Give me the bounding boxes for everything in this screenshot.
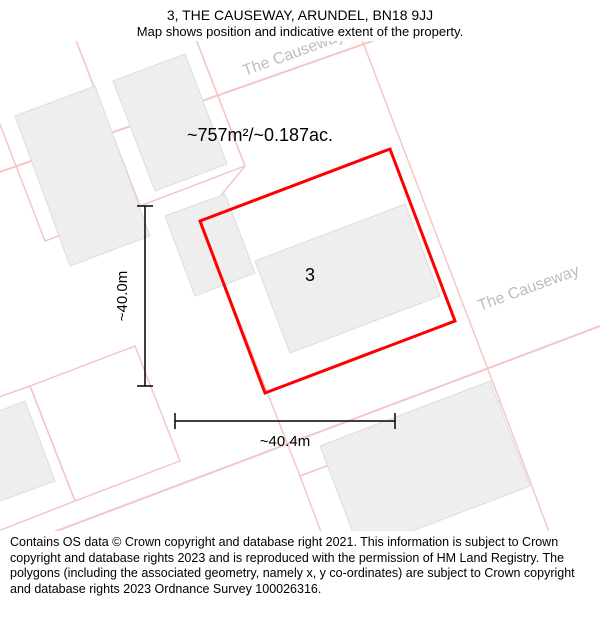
page-title: 3, THE CAUSEWAY, ARUNDEL, BN18 9JJ bbox=[0, 6, 600, 24]
footer-attribution: Contains OS data © Crown copyright and d… bbox=[0, 531, 600, 604]
header: 3, THE CAUSEWAY, ARUNDEL, BN18 9JJ Map s… bbox=[0, 0, 600, 41]
map-area: 3~757m²/~0.187ac.~40.0m~40.4mThe Causewa… bbox=[0, 41, 600, 531]
area-label: ~757m²/~0.187ac. bbox=[187, 125, 333, 145]
map-svg: 3~757m²/~0.187ac.~40.0m~40.4mThe Causewa… bbox=[0, 41, 600, 531]
page-subtitle: Map shows position and indicative extent… bbox=[0, 24, 600, 41]
height-label: ~40.0m bbox=[114, 271, 131, 321]
width-label: ~40.4m bbox=[260, 433, 310, 450]
plot-number: 3 bbox=[305, 265, 315, 285]
